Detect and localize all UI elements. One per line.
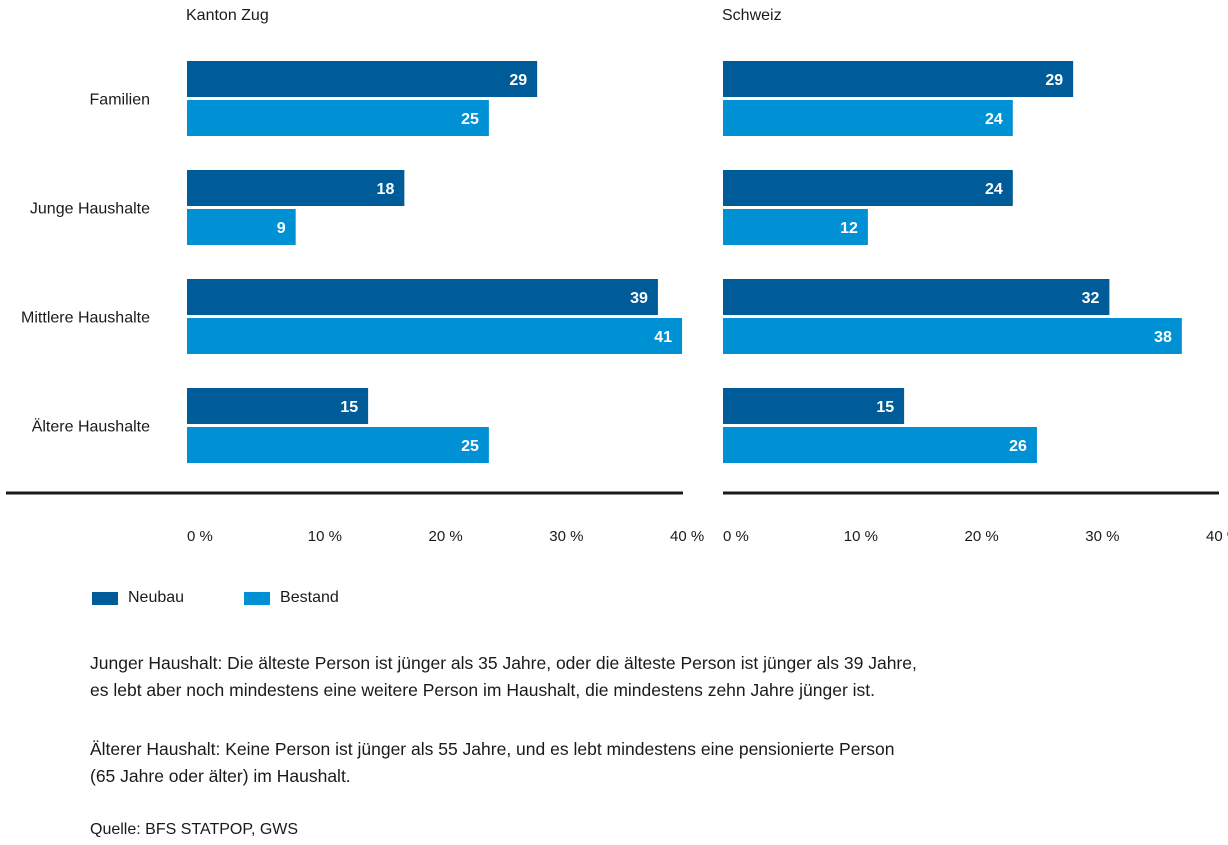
x-tick-label: 40 %	[1206, 528, 1228, 545]
bar-bestand	[187, 427, 489, 463]
bar-value-label: 25	[461, 438, 479, 455]
bar-value-label: 15	[340, 399, 358, 416]
x-tick-label: 20 %	[965, 528, 999, 545]
legend-item-bestand: Bestand	[244, 589, 339, 607]
category-label: Mittlere Haushalte	[21, 310, 150, 327]
bar-value-label: 24	[985, 181, 1003, 198]
bar-value-label: 25	[461, 111, 479, 128]
note-line: Älterer Haushalt: Keine Person ist jünge…	[90, 739, 895, 759]
legend: Neubau Bestand	[92, 589, 339, 607]
note-line: Junger Haushalt: Die älteste Person ist …	[90, 653, 917, 673]
legend-label-neubau: Neubau	[128, 589, 185, 606]
category-label: Junge Haushalte	[30, 201, 150, 218]
bar-bestand	[723, 209, 868, 245]
bar-value-label: 29	[509, 72, 527, 89]
legend-swatch-bestand	[244, 591, 271, 605]
bar-neubau	[723, 388, 905, 424]
bar-bestand	[723, 100, 1013, 136]
bar-neubau	[187, 388, 369, 424]
x-tick-label: 10 %	[844, 528, 878, 545]
category-label: Familien	[90, 92, 150, 109]
x-tick-label: 10 %	[308, 528, 342, 545]
bar-value-label: 29	[1045, 72, 1063, 89]
source-note: Quelle: BFS STATPOP, GWS	[90, 821, 299, 838]
bar-value-label: 9	[277, 220, 286, 237]
bar-bestand	[187, 209, 296, 245]
bar-bestand	[187, 318, 683, 354]
bar-bestand	[723, 318, 1182, 354]
panel-title: Schweiz	[722, 7, 782, 24]
bar-neubau	[723, 170, 1013, 206]
bar-value-label: 39	[630, 290, 648, 307]
bar-value-label: 26	[1009, 438, 1027, 455]
legend-label-bestand: Bestand	[280, 589, 339, 606]
note-junger-haushalt: Junger Haushalt: Die älteste Person ist …	[90, 650, 1090, 704]
bar-neubau	[187, 279, 658, 315]
x-tick-label: 0 %	[187, 528, 213, 545]
bar-bestand	[187, 100, 489, 136]
bar-value-label: 15	[876, 399, 894, 416]
x-tick-label: 40 %	[670, 528, 704, 545]
x-tick-label: 20 %	[429, 528, 463, 545]
note-aelterer-haushalt: Älterer Haushalt: Keine Person ist jünge…	[90, 736, 1090, 790]
legend-swatch-neubau	[92, 591, 118, 605]
bar-value-label: 38	[1154, 329, 1172, 346]
bar-value-label: 41	[654, 329, 672, 346]
bar-value-label: 32	[1082, 290, 1100, 307]
bar-value-label: 18	[377, 181, 395, 198]
note-line: (65 Jahre oder älter) im Haushalt.	[90, 766, 351, 786]
x-tick-label: 0 %	[723, 528, 749, 545]
legend-item-neubau: Neubau	[92, 589, 184, 607]
bar-neubau	[187, 61, 538, 97]
panel-title: Kanton Zug	[186, 7, 269, 24]
bar-neubau	[723, 279, 1110, 315]
category-label: Ältere Haushalte	[32, 418, 150, 436]
bar-neubau	[187, 170, 405, 206]
bar-value-label: 12	[840, 220, 858, 237]
bar-neubau	[723, 61, 1074, 97]
bar-chart: Kanton Zug 29 25 18 9 39 41 15 25 0 % 10 % 20 % 30 %…	[6, 7, 1228, 545]
bar-value-label: 24	[985, 111, 1003, 128]
x-tick-label: 30 %	[549, 528, 583, 545]
bar-bestand	[723, 427, 1037, 463]
x-tick-label: 30 %	[1085, 528, 1119, 545]
note-line: es lebt aber noch mindestens eine weiter…	[90, 680, 876, 700]
